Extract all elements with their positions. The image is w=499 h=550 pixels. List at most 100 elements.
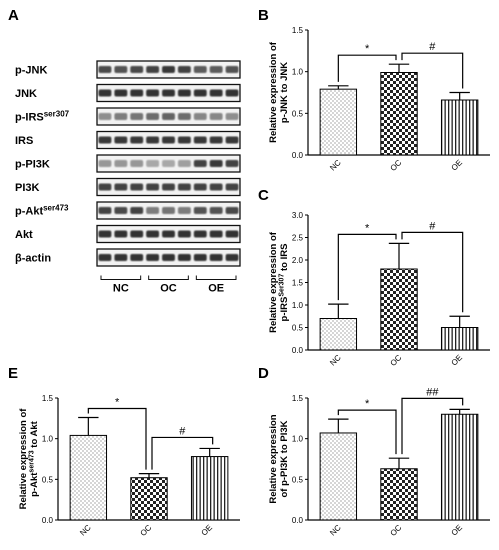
blot-band <box>114 160 128 167</box>
y-tick-label: 0.5 <box>42 475 54 484</box>
x-tick-label: NC <box>328 523 343 538</box>
blot-band <box>193 183 207 191</box>
chart-d: 0.0 0.5 1.0 1.5 Relative expressionof p-PI3K… <box>268 386 490 538</box>
blot-band <box>162 89 175 97</box>
blot-band <box>98 113 112 120</box>
significance-label: ## <box>426 386 439 398</box>
significance-label: * <box>115 397 120 409</box>
blot-band <box>146 160 160 167</box>
blot-band <box>130 230 144 238</box>
blot-band <box>98 183 112 191</box>
blot-band <box>114 89 128 97</box>
blot-band <box>209 89 223 97</box>
blot-band <box>98 254 112 261</box>
bar <box>130 477 168 521</box>
y-tick-label: 1.5 <box>292 26 304 35</box>
blot-band <box>193 113 207 120</box>
blot-band <box>225 113 239 120</box>
blot-band <box>177 89 191 97</box>
blot-row-label: p-JNK <box>15 65 47 77</box>
blot-band <box>193 66 207 73</box>
blot-band <box>193 230 207 238</box>
blot-band <box>225 66 239 73</box>
y-tick-label: 0.5 <box>292 475 304 484</box>
y-tick-label: 0.0 <box>42 516 54 525</box>
y-axis-title: Relative expression ofp-Aktser473 to Akt <box>18 408 40 510</box>
group-bracket <box>100 275 142 280</box>
y-tick-label: 0.0 <box>292 151 304 160</box>
x-tick-label: OC <box>389 158 404 173</box>
panel-label-a: A <box>8 7 19 24</box>
x-tick-label: NC <box>328 158 343 173</box>
blot-group-label: OC <box>160 283 177 295</box>
blot-row-label: IRS <box>15 135 33 147</box>
blot-band <box>209 160 223 167</box>
y-axis-title: Relative expression ofp-JNK to JNK <box>268 41 290 143</box>
blot-band <box>177 160 191 167</box>
panel-label-d: D <box>258 365 269 382</box>
y-tick-label: 0.5 <box>292 324 304 333</box>
y-tick-label: 1.0 <box>42 435 54 444</box>
blot-band <box>130 254 144 261</box>
blot-band <box>114 136 128 144</box>
blot-band <box>162 66 175 73</box>
blot-band <box>146 254 160 261</box>
blot-band <box>98 160 112 167</box>
blot-band <box>225 230 239 238</box>
bar <box>380 72 418 156</box>
blot-band <box>162 183 175 191</box>
bar <box>440 99 479 156</box>
bar <box>190 456 229 521</box>
bar <box>319 88 358 156</box>
significance-label: # <box>429 220 436 232</box>
bar <box>440 413 479 521</box>
blot-band <box>146 207 160 214</box>
panel-label-b: B <box>258 7 269 24</box>
blot-row-label: p-IRSser307 <box>15 110 70 124</box>
significance-bracket <box>151 436 214 470</box>
x-tick-label: OC <box>389 353 404 368</box>
y-tick-label: 3.0 <box>292 211 304 220</box>
blot-band <box>209 230 223 238</box>
blot-band <box>177 183 191 191</box>
significance-label: # <box>179 425 186 437</box>
blot-band <box>98 230 112 238</box>
y-tick-label: 2.5 <box>292 234 304 243</box>
blot-row-label: JNK <box>15 88 37 100</box>
blot-band <box>146 136 160 144</box>
blot-band <box>209 66 223 73</box>
blot-row-label: β-actin <box>15 253 51 265</box>
y-axis-title: Relative expression ofp-IRSSer307 to IRS <box>268 231 290 333</box>
x-tick-label: OE <box>450 523 465 538</box>
blot-band <box>162 230 175 238</box>
blot-group-label: NC <box>113 283 129 295</box>
blot-band <box>193 160 207 167</box>
blot-band <box>146 230 160 238</box>
significance-bracket <box>337 54 397 82</box>
significance-bracket <box>401 397 464 455</box>
western-blot: p-JNK JNK p-IRSser307 IRS p-PI3K PI3K p-Aktser… <box>15 60 241 295</box>
blot-row-label: p-Aktser473 <box>15 204 69 218</box>
x-tick-label: OE <box>450 353 465 368</box>
blot-band <box>225 183 239 191</box>
x-tick-label: OC <box>139 523 154 538</box>
blot-band <box>130 207 144 214</box>
blot-band <box>193 136 207 144</box>
blot-band <box>193 89 207 97</box>
blot-band <box>162 160 175 167</box>
y-tick-label: 1.0 <box>292 301 304 310</box>
group-bracket <box>148 275 189 280</box>
blot-band <box>130 136 144 144</box>
blot-band <box>114 113 128 120</box>
blot-band <box>130 183 144 191</box>
blot-band <box>130 160 144 167</box>
blot-band <box>162 113 175 120</box>
blot-band <box>177 136 191 144</box>
blot-band <box>209 254 223 261</box>
blot-band <box>177 113 191 120</box>
blot-band <box>146 66 160 73</box>
y-tick-label: 1.0 <box>292 68 304 77</box>
